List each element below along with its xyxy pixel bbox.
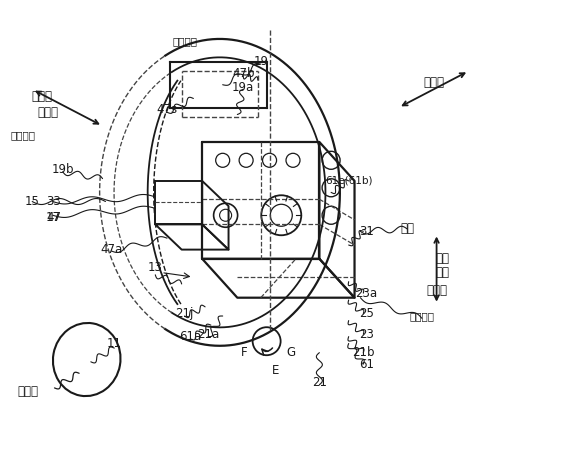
Text: （左）: （左） [38, 106, 59, 119]
Text: 47b: 47b [232, 67, 254, 80]
Text: 使用者側: 使用者側 [172, 36, 197, 46]
Text: 25: 25 [359, 307, 374, 320]
Text: 15: 15 [25, 195, 40, 208]
Text: 腕側: 腕側 [400, 223, 414, 235]
Text: 19: 19 [253, 55, 268, 68]
Text: （右）: （右） [426, 284, 447, 297]
Text: 23a: 23a [355, 287, 377, 300]
Text: 47a: 47a [100, 243, 122, 256]
Text: 47: 47 [46, 211, 62, 224]
Text: 61e(61b): 61e(61b) [325, 176, 373, 186]
Text: 19a: 19a [232, 81, 254, 93]
Text: 腕外方側: 腕外方側 [410, 311, 434, 321]
Text: 21: 21 [312, 376, 327, 389]
Text: 47s: 47s [156, 104, 178, 116]
Text: E: E [272, 365, 280, 377]
Text: 61: 61 [359, 358, 374, 371]
Text: 厚さ: 厚さ [435, 266, 449, 279]
Text: 方向: 方向 [435, 252, 449, 265]
Text: F: F [241, 346, 248, 359]
Text: 19b: 19b [52, 163, 74, 176]
Text: 被写体: 被写体 [18, 385, 39, 398]
Text: 23: 23 [359, 328, 374, 341]
Text: 33: 33 [46, 195, 62, 208]
Text: 21b: 21b [352, 346, 374, 359]
Text: 21a: 21a [197, 328, 219, 341]
Text: 31: 31 [359, 225, 374, 238]
Text: 縦方向: 縦方向 [32, 90, 53, 103]
Text: 被写体側: 被写体側 [11, 130, 36, 140]
Text: 13: 13 [148, 262, 163, 274]
Text: 61a: 61a [179, 330, 202, 343]
Text: 横方向: 横方向 [423, 76, 444, 89]
Text: 21j: 21j [175, 307, 194, 320]
Text: 11: 11 [107, 337, 122, 350]
Text: 17: 17 [45, 211, 60, 224]
Text: G: G [287, 346, 296, 359]
